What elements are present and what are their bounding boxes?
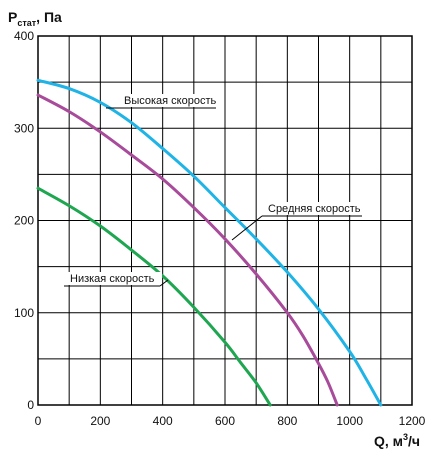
series-label-bg: [68, 272, 162, 285]
plot-frame: [37, 35, 413, 406]
series-label-leader: [159, 279, 169, 287]
x-tick-label: 400: [153, 414, 173, 428]
series-label: Средняя скорость: [268, 203, 361, 215]
y-tick-label: 200: [14, 214, 34, 228]
series-label-bg: [266, 202, 360, 215]
series-label: Низкая скорость: [70, 273, 155, 285]
y-tick-labels: 0 100 200 300 400: [14, 29, 34, 412]
y-tick-label: 300: [14, 121, 34, 135]
y-tick-label: 400: [14, 29, 34, 43]
y-tick-label: 0: [27, 398, 34, 412]
series-lines: [36, 78, 383, 407]
series-line: [36, 78, 383, 407]
y-tick-label: 100: [14, 306, 34, 320]
x-tick-label: 1200: [399, 414, 426, 428]
series-label: Высокая скорость: [124, 95, 216, 107]
x-tick-label: 800: [277, 414, 297, 428]
grid-lines: [38, 36, 412, 405]
series-label-bg: [122, 94, 216, 107]
series-line: [36, 93, 339, 407]
y-axis-title: Pстат, Па: [8, 9, 62, 28]
series-label-leader: [231, 215, 263, 241]
x-tick-label: 1000: [336, 414, 363, 428]
x-tick-label: 600: [215, 414, 235, 428]
series-line: [36, 186, 272, 407]
x-tick-labels: 0 200 400 600 800 1000 1200: [35, 414, 426, 428]
x-axis-title: Q, м3/ч: [374, 432, 420, 449]
plot-border: [37, 35, 413, 406]
series-labels: Высокая скорость Средняя скорость Низкая с…: [64, 94, 362, 287]
x-tick-label: 200: [90, 414, 110, 428]
x-tick-label: 0: [35, 414, 42, 428]
